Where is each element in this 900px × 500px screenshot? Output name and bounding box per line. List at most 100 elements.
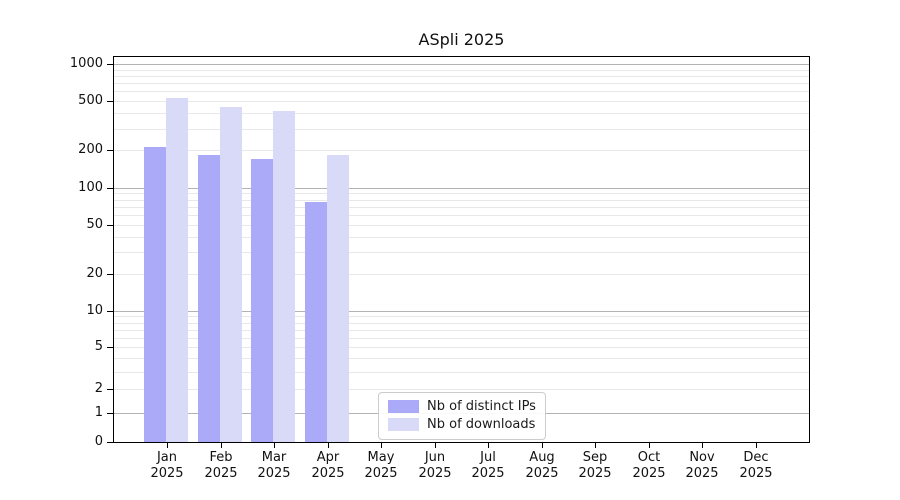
gridline-y-300 bbox=[114, 129, 809, 130]
x-tick-mar bbox=[274, 443, 275, 448]
year-label: 2025 bbox=[311, 466, 345, 481]
y-tick-label-5: 5 bbox=[94, 339, 103, 354]
month-label: Apr bbox=[316, 450, 340, 465]
gridline-y-7 bbox=[114, 330, 809, 331]
gridline-y-50 bbox=[114, 225, 809, 226]
x-tick-label-oct: Oct 2025 bbox=[619, 450, 679, 482]
month-label: Aug bbox=[529, 450, 555, 465]
legend-label-distinct-ips: Nb of distinct IPs bbox=[427, 399, 536, 414]
x-tick-apr bbox=[328, 443, 329, 448]
bar-distinct-ips-mar bbox=[251, 159, 273, 442]
y-tick-label-1000: 1000 bbox=[69, 56, 103, 71]
y-tick-100 bbox=[107, 188, 113, 189]
month-label: May bbox=[367, 450, 395, 465]
legend-label-downloads: Nb of downloads bbox=[427, 417, 536, 432]
legend: Nb of distinct IPs Nb of downloads bbox=[378, 392, 546, 440]
y-tick-label-200: 200 bbox=[78, 142, 103, 157]
gridline-y-70 bbox=[114, 207, 809, 208]
x-tick-label-dec: Dec 2025 bbox=[726, 450, 786, 482]
gridline-y-8 bbox=[114, 323, 809, 324]
y-tick-20 bbox=[107, 274, 113, 275]
gridline-y-9 bbox=[114, 316, 809, 317]
gridline-y-5 bbox=[114, 347, 809, 348]
x-tick-label-mar: Mar 2025 bbox=[244, 450, 304, 482]
x-tick-label-jun: Jun 2025 bbox=[405, 450, 465, 482]
x-tick-label-nov: Nov 2025 bbox=[672, 450, 732, 482]
gridline-y-3 bbox=[114, 372, 809, 373]
x-tick-label-jul: Jul 2025 bbox=[458, 450, 518, 482]
x-tick-may bbox=[381, 443, 382, 448]
year-label: 2025 bbox=[739, 466, 773, 481]
y-tick-200 bbox=[107, 150, 113, 151]
x-tick-jul bbox=[488, 443, 489, 448]
gridline-y-40 bbox=[114, 237, 809, 238]
month-label: Jun bbox=[424, 450, 446, 465]
month-label: Feb bbox=[209, 450, 233, 465]
year-label: 2025 bbox=[525, 466, 559, 481]
x-tick-label-feb: Feb 2025 bbox=[191, 450, 251, 482]
gridline-y-200 bbox=[114, 150, 809, 151]
legend-swatch-distinct-ips-icon bbox=[388, 400, 419, 413]
y-tick-label-1: 1 bbox=[94, 405, 103, 420]
gridline-y-1000 bbox=[114, 64, 809, 65]
x-tick-jun bbox=[435, 443, 436, 448]
bar-distinct-ips-jan bbox=[144, 147, 166, 442]
gridline-y-800 bbox=[114, 76, 809, 77]
month-label: Mar bbox=[261, 450, 287, 465]
x-tick-feb bbox=[221, 443, 222, 448]
chart-title: ASpli 2025 bbox=[418, 30, 505, 49]
y-tick-label-2: 2 bbox=[94, 381, 103, 396]
x-tick-label-sep: Sep 2025 bbox=[565, 450, 625, 482]
bar-distinct-ips-feb bbox=[198, 155, 220, 442]
bar-downloads-feb bbox=[220, 107, 242, 442]
gridline-y-500 bbox=[114, 101, 809, 102]
gridline-y-700 bbox=[114, 83, 809, 84]
month-label: Jan bbox=[156, 450, 178, 465]
y-tick-5 bbox=[107, 347, 113, 348]
y-tick-label-500: 500 bbox=[78, 93, 103, 108]
x-tick-nov bbox=[702, 443, 703, 448]
gridline-y-2 bbox=[114, 389, 809, 390]
month-label: Sep bbox=[582, 450, 608, 465]
year-label: 2025 bbox=[257, 466, 291, 481]
gridline-y-60 bbox=[114, 215, 809, 216]
year-label: 2025 bbox=[418, 466, 452, 481]
gridline-y-6 bbox=[114, 338, 809, 339]
month-label: Oct bbox=[637, 450, 661, 465]
month-label: Nov bbox=[689, 450, 715, 465]
legend-swatch-downloads-icon bbox=[388, 418, 419, 431]
x-tick-dec bbox=[756, 443, 757, 448]
y-tick-label-10: 10 bbox=[86, 303, 103, 318]
x-tick-label-may: May 2025 bbox=[351, 450, 411, 482]
y-tick-10 bbox=[107, 311, 113, 312]
gridline-y-100 bbox=[114, 188, 809, 189]
x-tick-aug bbox=[542, 443, 543, 448]
y-tick-1000 bbox=[107, 64, 113, 65]
gridline-y-10 bbox=[114, 311, 809, 312]
bar-downloads-mar bbox=[273, 111, 295, 442]
bar-distinct-ips-apr bbox=[305, 202, 327, 442]
x-tick-jan bbox=[167, 443, 168, 448]
gridline-y-400 bbox=[114, 113, 809, 114]
year-label: 2025 bbox=[150, 466, 184, 481]
year-label: 2025 bbox=[471, 466, 505, 481]
x-tick-label-jan: Jan 2025 bbox=[137, 450, 197, 482]
y-tick-label-0: 0 bbox=[94, 434, 103, 449]
gridline-y-4 bbox=[114, 358, 809, 359]
x-tick-oct bbox=[649, 443, 650, 448]
y-tick-1 bbox=[107, 413, 113, 414]
year-label: 2025 bbox=[632, 466, 666, 481]
gridline-y-30 bbox=[114, 252, 809, 253]
gridline-y-90 bbox=[114, 193, 809, 194]
year-label: 2025 bbox=[685, 466, 719, 481]
gridline-y-900 bbox=[114, 70, 809, 71]
x-tick-sep bbox=[595, 443, 596, 448]
plot-area bbox=[113, 56, 810, 443]
y-tick-500 bbox=[107, 101, 113, 102]
year-label: 2025 bbox=[578, 466, 612, 481]
gridline-y-600 bbox=[114, 91, 809, 92]
bar-downloads-apr bbox=[327, 155, 349, 442]
year-label: 2025 bbox=[204, 466, 238, 481]
month-label: Dec bbox=[743, 450, 769, 465]
